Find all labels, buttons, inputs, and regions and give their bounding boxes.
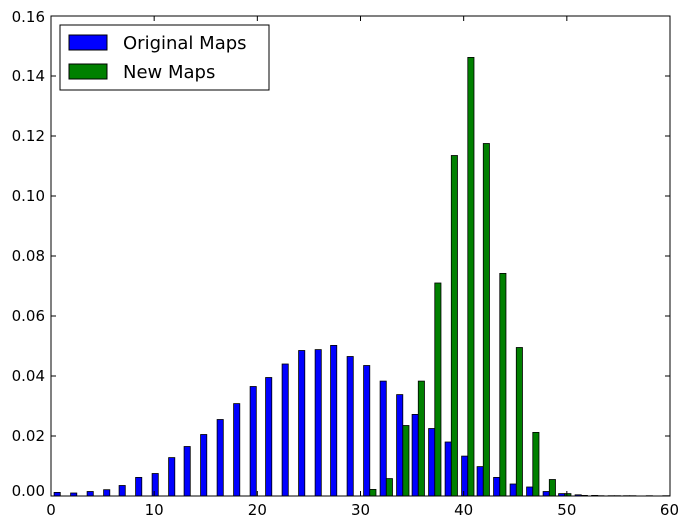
bar-original-maps-12 [249,386,257,497]
bar-original-maps-22 [411,413,419,497]
bar-original-maps-30 [542,491,550,497]
x-tick-label-6: 60 [660,501,679,519]
legend: Original Maps New Maps [59,24,270,91]
bar-original-maps-28 [509,483,517,497]
y-tick-label-7: 0.14 [12,67,45,85]
x-tick-label-3: 30 [351,501,370,519]
bar-original-maps-16 [314,349,322,497]
bar-original-maps-11 [233,403,241,497]
y-tick-label-6: 0.12 [12,127,45,145]
bar-new-maps-4 [434,282,442,497]
bar-original-maps-13 [265,377,273,497]
bar-new-maps-2 [402,425,410,497]
legend-label-new-maps: New Maps [123,62,215,83]
bar-original-maps-20 [379,380,387,497]
bar-original-maps-2 [86,491,94,497]
bar-original-maps-26 [476,466,484,497]
plot-frame [50,15,671,497]
y-tick-label-4: 0.08 [12,247,45,265]
bar-original-maps-3 [103,489,111,497]
x-tick-label-4: 40 [454,501,473,519]
bar-new-maps-10 [532,431,540,497]
legend-swatch-original-maps [68,34,108,51]
plot-background [51,16,670,496]
bar-original-maps-8 [183,446,191,497]
tick-labels-layer: 0 10 20 30 40 50 60 0.00 0.02 0.04 0.06 0.08 0.10 0.1… [12,8,679,519]
bar-new-maps-3 [417,380,425,497]
bar-original-maps-4 [118,485,126,497]
y-tick-label-2: 0.04 [12,367,45,385]
y-tick-label-8: 0.16 [12,8,45,26]
bar-new-maps-7 [482,143,490,497]
bar-new-maps-8 [499,272,507,497]
bar-original-maps-5 [135,476,143,497]
bar-original-maps-9 [200,434,208,497]
y-tick-label-5: 0.10 [12,187,45,205]
bar-original-maps-27 [493,476,501,497]
bar-original-maps-14 [281,363,289,497]
bar-new-maps-6 [467,57,475,497]
x-tick-label-5: 50 [557,501,576,519]
legend-label-original-maps: Original Maps [123,33,247,54]
x-tick-label-0: 0 [46,501,56,519]
bar-original-maps-18 [346,356,354,497]
bar-original-maps-0 [53,491,61,497]
bar-original-maps-21 [396,394,404,497]
y-tick-label-1: 0.02 [12,427,45,445]
bar-original-maps-10 [216,419,224,497]
x-tick-label-2: 20 [248,501,267,519]
y-tick-label-3: 0.06 [12,307,45,325]
bar-original-maps-6 [151,473,159,497]
bar-original-maps-15 [298,350,306,497]
bar-new-maps-9 [515,347,523,497]
bar-original-maps-17 [330,344,338,497]
bar-original-maps-29 [526,486,534,497]
bar-original-maps-7 [168,457,176,497]
bar-new-maps-5 [450,155,458,497]
bar-new-maps-0 [369,488,377,497]
bar-original-maps-23 [428,428,436,497]
bar-new-maps-11 [548,479,556,497]
bar-original-maps-24 [444,441,452,497]
bar-new-maps-1 [385,478,393,497]
legend-swatch-new-maps [68,63,108,80]
x-tick-label-1: 10 [145,501,164,519]
bar-original-maps-25 [461,455,469,497]
bar-original-maps-19 [363,365,371,497]
y-tick-label-0: 0.00 [12,482,45,500]
